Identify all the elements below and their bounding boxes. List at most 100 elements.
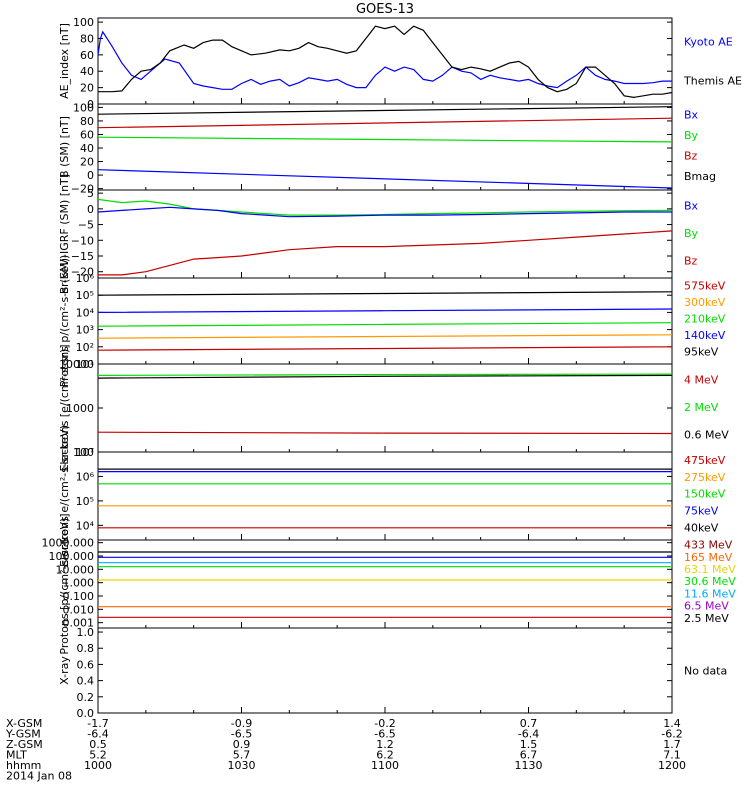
x-axis-row-label: Z-GSM: [6, 738, 43, 751]
x-axis-value: 1.2: [376, 738, 394, 751]
legend-entry: Bx: [684, 199, 699, 212]
x-axis-date: 2014 Jan 08: [6, 770, 72, 783]
y-axis-label: Electrons e/(cm²-s-sr-keV): [58, 425, 71, 567]
legend-entry: Kyoto AE: [684, 35, 733, 48]
legend-entry: 140keV: [684, 329, 726, 342]
y-tick-label: 0.4: [77, 675, 95, 688]
no-data-note: No data: [684, 665, 727, 678]
legend-entry: 475keV: [684, 454, 726, 467]
y-tick-label: 100.000: [49, 550, 95, 563]
y-tick-label: 10000: [59, 358, 94, 371]
legend-entry: 63.1 MeV: [684, 563, 736, 576]
x-axis-value: -6.5: [231, 728, 252, 741]
x-axis-value: 1130: [515, 759, 543, 772]
legend-entry: 300keV: [684, 296, 726, 309]
x-axis-value: -6.4: [87, 728, 108, 741]
y-tick-label: 1000.000: [42, 537, 95, 550]
series-line-bx: [97, 169, 673, 189]
y-tick-label: 10.000: [56, 563, 95, 576]
x-axis-value: 6.2: [376, 749, 394, 762]
panel-8: 0.0 0.2 0.4 0.6 0.8 1.0 X-ray No data: [58, 626, 727, 720]
series-line-300kev: [97, 334, 673, 339]
y-tick-label: 80: [80, 115, 94, 128]
legend-entry: 575keV: [684, 280, 726, 293]
y-tick-label: −20: [71, 266, 94, 279]
legend-entry: By: [684, 227, 699, 240]
x-axis-row-label: hhmm: [6, 759, 41, 772]
y-tick-label: 10⁵: [76, 495, 94, 508]
y-tick-label: 1000: [66, 402, 94, 415]
y-tick-label: 100: [73, 101, 94, 114]
series-line-140kev: [97, 308, 673, 313]
x-axis-value: 5.2: [89, 749, 107, 762]
series-line-4-mev: [97, 431, 673, 435]
series-line-bmag: [97, 106, 673, 115]
x-axis-value: 6.7: [520, 749, 538, 762]
x-axis-row-label: X-GSM: [6, 717, 42, 730]
legend-entry: Themis AE: [683, 74, 742, 87]
y-tick-label: 10⁶: [76, 272, 95, 285]
legend-entry: 165 MeV: [684, 551, 733, 564]
y-axis-label: X-ray: [58, 656, 71, 685]
legend-entry: 0.6 MeV: [684, 428, 729, 441]
x-axis-value: 1.7: [663, 738, 681, 751]
x-axis-value: -0.9: [231, 717, 252, 730]
legend-entry: 433 MeV: [684, 539, 733, 552]
series-line-bz: [98, 230, 673, 276]
panel-frame: [97, 103, 673, 191]
legend-entry: 75keV: [684, 505, 719, 518]
x-axis-value: 1200: [658, 759, 686, 772]
legend-entry: 150keV: [684, 488, 726, 501]
legend-entry: 2.5 MeV: [684, 612, 729, 625]
y-tick-label: 40: [80, 142, 94, 155]
y-tick-label: 80: [80, 32, 94, 45]
legend-entry: 6.5 MeV: [684, 600, 729, 613]
y-tick-label: 100: [73, 16, 94, 29]
y-tick-label: 10⁷: [76, 446, 94, 459]
y-tick-label: 1.000: [63, 577, 95, 590]
legend-entry: 40keV: [684, 522, 719, 535]
y-tick-label: 100: [73, 446, 94, 459]
series-line-bx: [97, 206, 672, 218]
legend-entry: Bmag: [684, 170, 716, 183]
y-tick-label: 0: [87, 203, 94, 216]
legend-entry: By: [684, 129, 699, 142]
y-tick-label: 20: [80, 82, 94, 95]
series-line-by: [97, 136, 673, 143]
legend-entry: 275keV: [684, 471, 726, 484]
series-line-575kev: [97, 346, 673, 351]
x-axis-value: 1030: [228, 759, 256, 772]
panel-frame: [97, 17, 673, 105]
y-tick-label: 0.001: [63, 617, 95, 630]
y-tick-label: 20: [80, 156, 94, 169]
y-axis-label: B (SM)-IGRF (SM) [nT]: [58, 174, 71, 294]
y-tick-label: 0: [87, 169, 94, 182]
legend-entry: Bz: [684, 254, 698, 267]
panel-frame: [97, 189, 673, 279]
x-axis-row-label: MLT: [6, 749, 27, 762]
y-tick-label: 5: [87, 187, 94, 200]
y-tick-label: 10²: [76, 341, 94, 354]
x-axis-value: 0.5: [89, 738, 107, 751]
y-axis-label: Electrons [e/(cm²-s-sr)]: [58, 344, 71, 471]
x-axis-value: -6.2: [661, 728, 682, 741]
y-tick-label: −10: [71, 234, 94, 247]
panel-frame: [97, 277, 673, 365]
y-tick-label: 0.8: [77, 642, 95, 655]
y-tick-label: −5: [78, 219, 94, 232]
y-tick-label: 0.100: [63, 590, 95, 603]
x-axis-value: -6.5: [374, 728, 395, 741]
x-axis-value: -1.7: [87, 717, 108, 730]
x-axis-value: 0.9: [233, 738, 251, 751]
panel-frame: [97, 451, 673, 541]
y-tick-label: 0.0: [77, 707, 95, 720]
x-axis-value: 7.1: [663, 749, 681, 762]
legend-entry: 30.6 MeV: [684, 575, 736, 588]
y-axis-label: Protons [p/(cm²-s-sr-keV)]: [58, 513, 71, 654]
panel-4: 10¹ 10² 10³ 10⁴ 10⁵ 10⁶ Protons p/(cm²-s-sr-ke…: [58, 255, 726, 388]
panel-6: 10⁴ 10⁵ 10⁶ 10⁷ Electrons e/(cm²-s-sr-keV) 47…: [58, 425, 726, 567]
